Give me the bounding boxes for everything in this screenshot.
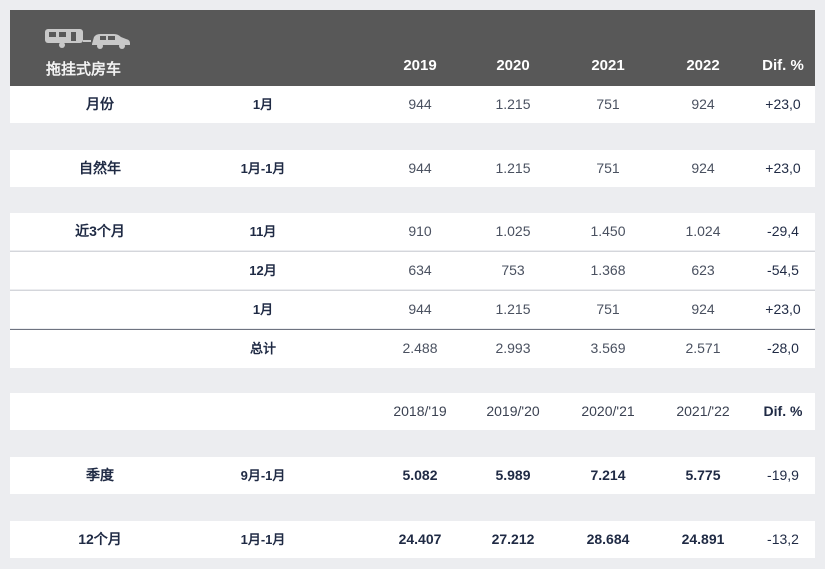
row-label xyxy=(10,291,190,328)
value-2020: 1.215 xyxy=(495,160,531,176)
table-row-last3-nov: 近3个月 11月 910 1.025 1.450 1.024 -29,4 xyxy=(10,213,815,250)
value-dif: -29,4 xyxy=(767,223,799,239)
column-header-2020: 2020 xyxy=(496,57,530,74)
value-2022: 1.024 xyxy=(685,223,721,239)
value-2020: 753 xyxy=(501,262,525,278)
value-2022: 924 xyxy=(691,301,715,317)
row-period: 1月 xyxy=(252,302,274,317)
row-label xyxy=(10,330,190,367)
value-dif: +23,0 xyxy=(765,160,801,176)
value-2021: 1.450 xyxy=(590,223,626,239)
table-row-last3-jan: 1月 944 1.215 751 924 +23,0 xyxy=(10,290,815,328)
value-2022: 623 xyxy=(691,262,715,278)
row-period: 9月-1月 xyxy=(240,468,286,483)
value-2018-19: 24.407 xyxy=(398,531,442,547)
column-header-2019-20: 2019/'20 xyxy=(486,403,540,419)
page-title: 拖挂式房车 xyxy=(46,61,122,78)
value-2021: 3.569 xyxy=(590,340,626,356)
table-row-last3-dec: 12月 634 753 1.368 623 -54,5 xyxy=(10,251,815,289)
value-2021: 751 xyxy=(596,160,620,176)
column-header-2022: 2022 xyxy=(686,57,720,74)
value-2020: 1.025 xyxy=(495,223,531,239)
value-dif: -54,5 xyxy=(767,262,799,278)
value-2022: 924 xyxy=(691,96,715,112)
row-period: 1月-1月 xyxy=(240,161,286,176)
value-2022: 2.571 xyxy=(685,340,721,356)
value-dif: -19,9 xyxy=(767,467,799,483)
value-2020-21: 28.684 xyxy=(586,531,630,547)
column-header-2021-22: 2021/'22 xyxy=(676,403,730,419)
value-2022: 924 xyxy=(691,160,715,176)
column-header-dif: Dif. % xyxy=(762,57,804,74)
table-row-season: 季度 9月-1月 5.082 5.989 7.214 5.775 -19,9 xyxy=(10,457,815,494)
row-period: 总计 xyxy=(249,341,276,356)
value-2021: 751 xyxy=(596,96,620,112)
caravan-car-icon xyxy=(45,29,130,49)
value-2020-21: 7.214 xyxy=(590,467,626,483)
table-row-monthly: 月份 1月 944 1.215 751 924 +23,0 xyxy=(10,86,815,123)
value-2021: 1.368 xyxy=(590,262,626,278)
value-2019: 634 xyxy=(408,262,432,278)
value-2021-22: 24.891 xyxy=(681,531,725,547)
value-dif: +23,0 xyxy=(765,96,801,112)
value-2019: 944 xyxy=(408,301,432,317)
row-label: 月份 xyxy=(86,96,114,112)
row-label: 12个月 xyxy=(78,531,122,547)
value-dif: +23,0 xyxy=(765,301,801,317)
row-label: 自然年 xyxy=(79,160,121,176)
row-period: 1月 xyxy=(252,97,274,112)
column-header-2019: 2019 xyxy=(403,57,437,74)
value-2019: 944 xyxy=(408,160,432,176)
column-header-2020-21: 2020/'21 xyxy=(581,403,635,419)
value-2019: 944 xyxy=(408,96,432,112)
row-period: 12月 xyxy=(249,263,277,278)
column-header-2018-19: 2018/'19 xyxy=(393,403,447,419)
table-row-ytd: 自然年 1月-1月 944 1.215 751 924 +23,0 xyxy=(10,150,815,187)
row-label: 季度 xyxy=(86,467,114,483)
row-period: 1月-1月 xyxy=(240,532,286,547)
value-2020: 1.215 xyxy=(495,96,531,112)
value-2019: 2.488 xyxy=(402,340,438,356)
table-header: 拖挂式房车 2019 2020 2021 2022 Dif. % xyxy=(10,10,815,86)
value-2019-20: 27.212 xyxy=(491,531,535,547)
value-dif: -13,2 xyxy=(767,531,799,547)
value-2020: 1.215 xyxy=(495,301,531,317)
row-label xyxy=(10,252,190,289)
value-2021-22: 5.775 xyxy=(685,467,721,483)
value-2021: 751 xyxy=(596,301,620,317)
table-row-12-months: 12个月 1月-1月 24.407 27.212 28.684 24.891 -… xyxy=(10,521,815,558)
column-header-dif: Dif. % xyxy=(763,403,803,419)
value-2020: 2.993 xyxy=(495,340,531,356)
season-column-header-row: 2018/'19 2019/'20 2020/'21 2021/'22 Dif.… xyxy=(10,393,815,430)
value-2019-20: 5.989 xyxy=(495,467,531,483)
value-2018-19: 5.082 xyxy=(402,467,438,483)
column-header-2021: 2021 xyxy=(591,57,625,74)
value-dif: -28,0 xyxy=(767,340,799,356)
value-2019: 910 xyxy=(408,223,432,239)
row-period: 11月 xyxy=(249,224,277,239)
table-row-total: 总计 2.488 2.993 3.569 2.571 -28,0 xyxy=(10,329,815,368)
row-label: 近3个月 xyxy=(75,223,125,239)
